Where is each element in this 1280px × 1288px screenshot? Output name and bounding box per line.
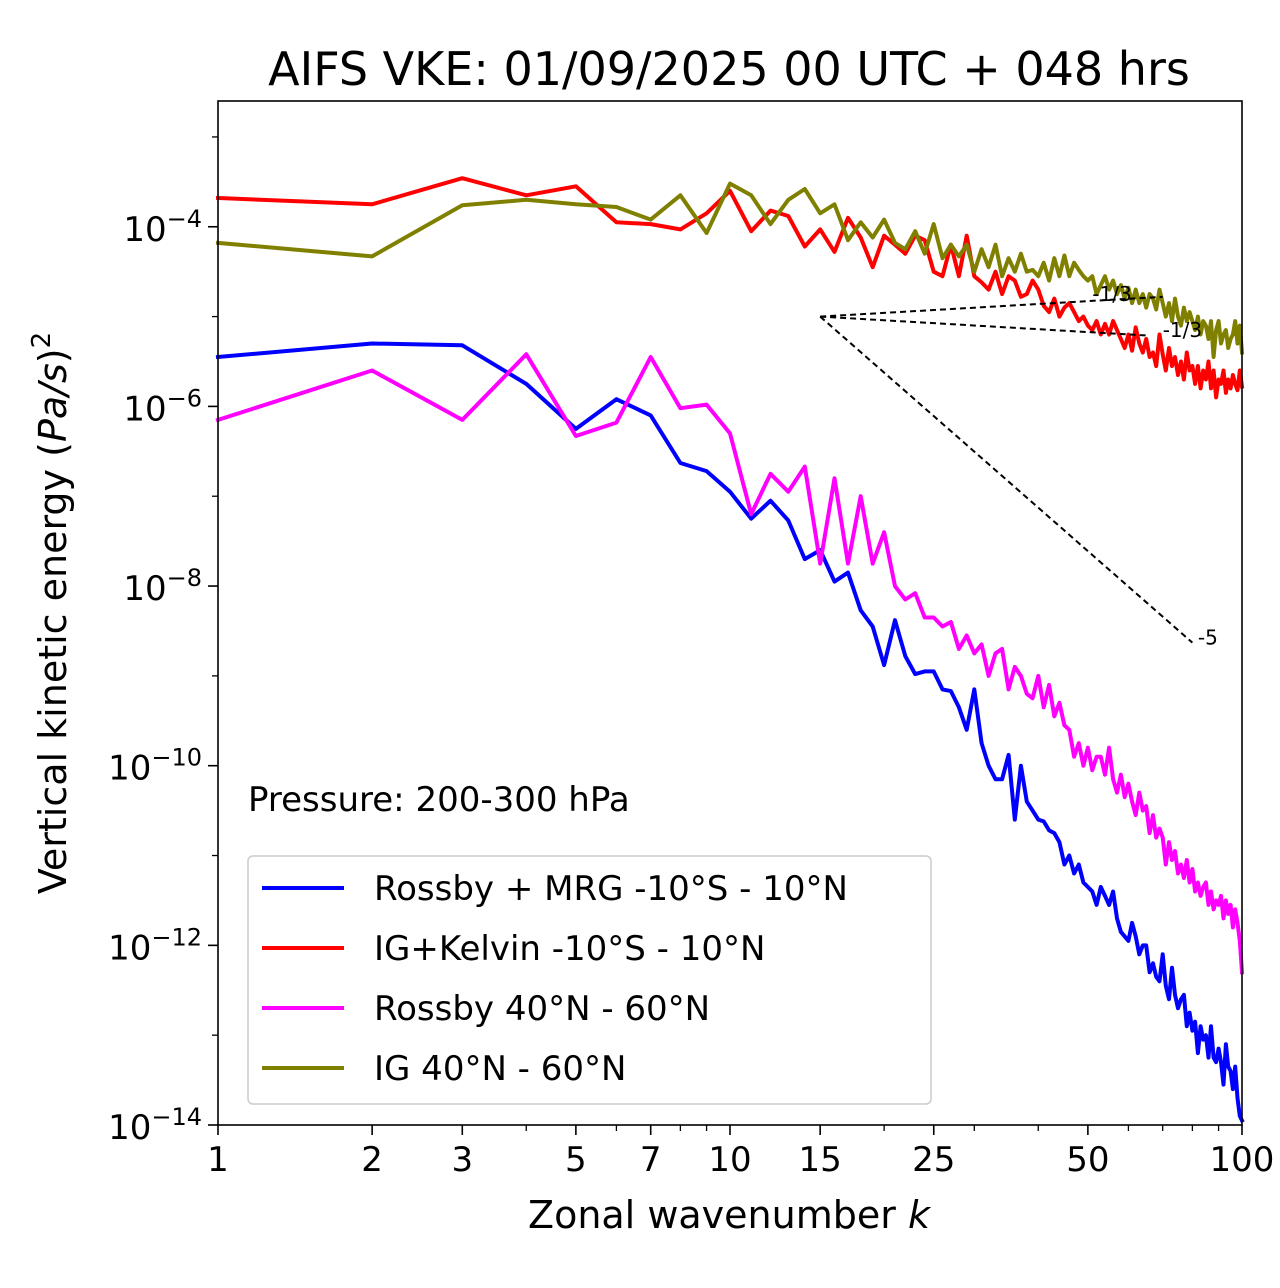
x-axis-label: Zonal wavenumber k xyxy=(528,1193,932,1237)
x-tick-label: 1 xyxy=(207,1140,229,1180)
y-tick-label: 10−12 xyxy=(108,923,202,968)
y-axis-label: Vertical kinetic energy (Pa/s)2 xyxy=(27,332,75,894)
series-line-1 xyxy=(215,341,1245,1124)
reference-label-1: -1/3 xyxy=(1092,282,1131,306)
y-tick-base: 10 xyxy=(123,569,166,609)
y-axis-label-suffix: ) xyxy=(31,348,75,363)
legend-label-1: Rossby + MRG -10°S - 10°N xyxy=(374,869,848,909)
reference-line-3 xyxy=(819,315,1194,644)
y-tick-label: 10−8 xyxy=(123,564,202,609)
x-tick-label: 15 xyxy=(799,1140,842,1180)
y-tick-label: 10−10 xyxy=(108,744,202,789)
series-line-4 xyxy=(215,181,1245,359)
y-tick-label: 10−4 xyxy=(123,205,202,250)
x-axis-ticks: 1 2 3 5 7 10 15 25 50 100 xyxy=(207,1125,1274,1180)
legend: Rossby + MRG -10°S - 10°N IG+Kelvin -10°S… xyxy=(247,855,932,1105)
y-tick-base: 10 xyxy=(108,928,151,968)
series-line-3 xyxy=(215,352,1245,975)
y-tick-exponent: −6 xyxy=(167,384,202,412)
y-axis-label-var: Pa/s xyxy=(31,363,75,442)
x-tick-label: 7 xyxy=(640,1140,662,1180)
y-tick-exponent: −12 xyxy=(151,923,202,951)
reference-lines: -1/3 -1/3 -5 xyxy=(819,282,1218,649)
x-tick-label: 50 xyxy=(1066,1140,1109,1180)
x-tick-label: 100 xyxy=(1210,1140,1275,1180)
y-tick-base: 10 xyxy=(108,1108,151,1148)
y-tick-exponent: −10 xyxy=(151,744,202,772)
x-tick-label: 3 xyxy=(451,1140,473,1180)
reference-line-1 xyxy=(820,295,1163,318)
pressure-annotation: Pressure: 200-300 hPa xyxy=(248,780,630,820)
legend-box xyxy=(247,855,932,1105)
legend-label-2: IG+Kelvin -10°S - 10°N xyxy=(374,929,765,969)
x-tick-label: 2 xyxy=(361,1140,383,1180)
x-tick-label: 25 xyxy=(912,1140,955,1180)
y-axis-label-text: Vertical kinetic energy ( xyxy=(31,442,75,894)
x-axis-label-text: Zonal wavenumber xyxy=(528,1193,908,1237)
legend-items: Rossby + MRG -10°S - 10°N IG+Kelvin -10°S… xyxy=(262,869,848,1089)
y-tick-label: 10−14 xyxy=(108,1103,202,1148)
x-axis-label-var: k xyxy=(908,1193,932,1237)
reference-line-2 xyxy=(820,315,1147,337)
legend-label-4: IG 40°N - 60°N xyxy=(374,1049,626,1089)
reference-label-3: -5 xyxy=(1198,625,1218,649)
x-tick-label: 5 xyxy=(565,1140,587,1180)
y-axis-label-exponent: 2 xyxy=(27,332,57,349)
y-tick-label: 10−6 xyxy=(123,384,202,429)
y-tick-exponent: −4 xyxy=(167,205,202,233)
y-tick-base: 10 xyxy=(123,389,166,429)
series-layer xyxy=(215,176,1245,1124)
reference-label-2: -1/3 xyxy=(1163,318,1202,342)
y-tick-base: 10 xyxy=(108,749,151,789)
series-line-2 xyxy=(215,176,1245,400)
chart-title: AIFS VKE: 01/09/2025 00 UTC + 048 hrs xyxy=(268,42,1190,96)
y-tick-base: 10 xyxy=(123,210,166,250)
legend-label-3: Rossby 40°N - 60°N xyxy=(374,989,710,1029)
y-tick-exponent: −14 xyxy=(151,1103,202,1131)
y-tick-exponent: −8 xyxy=(167,564,202,592)
x-tick-label: 10 xyxy=(708,1140,751,1180)
